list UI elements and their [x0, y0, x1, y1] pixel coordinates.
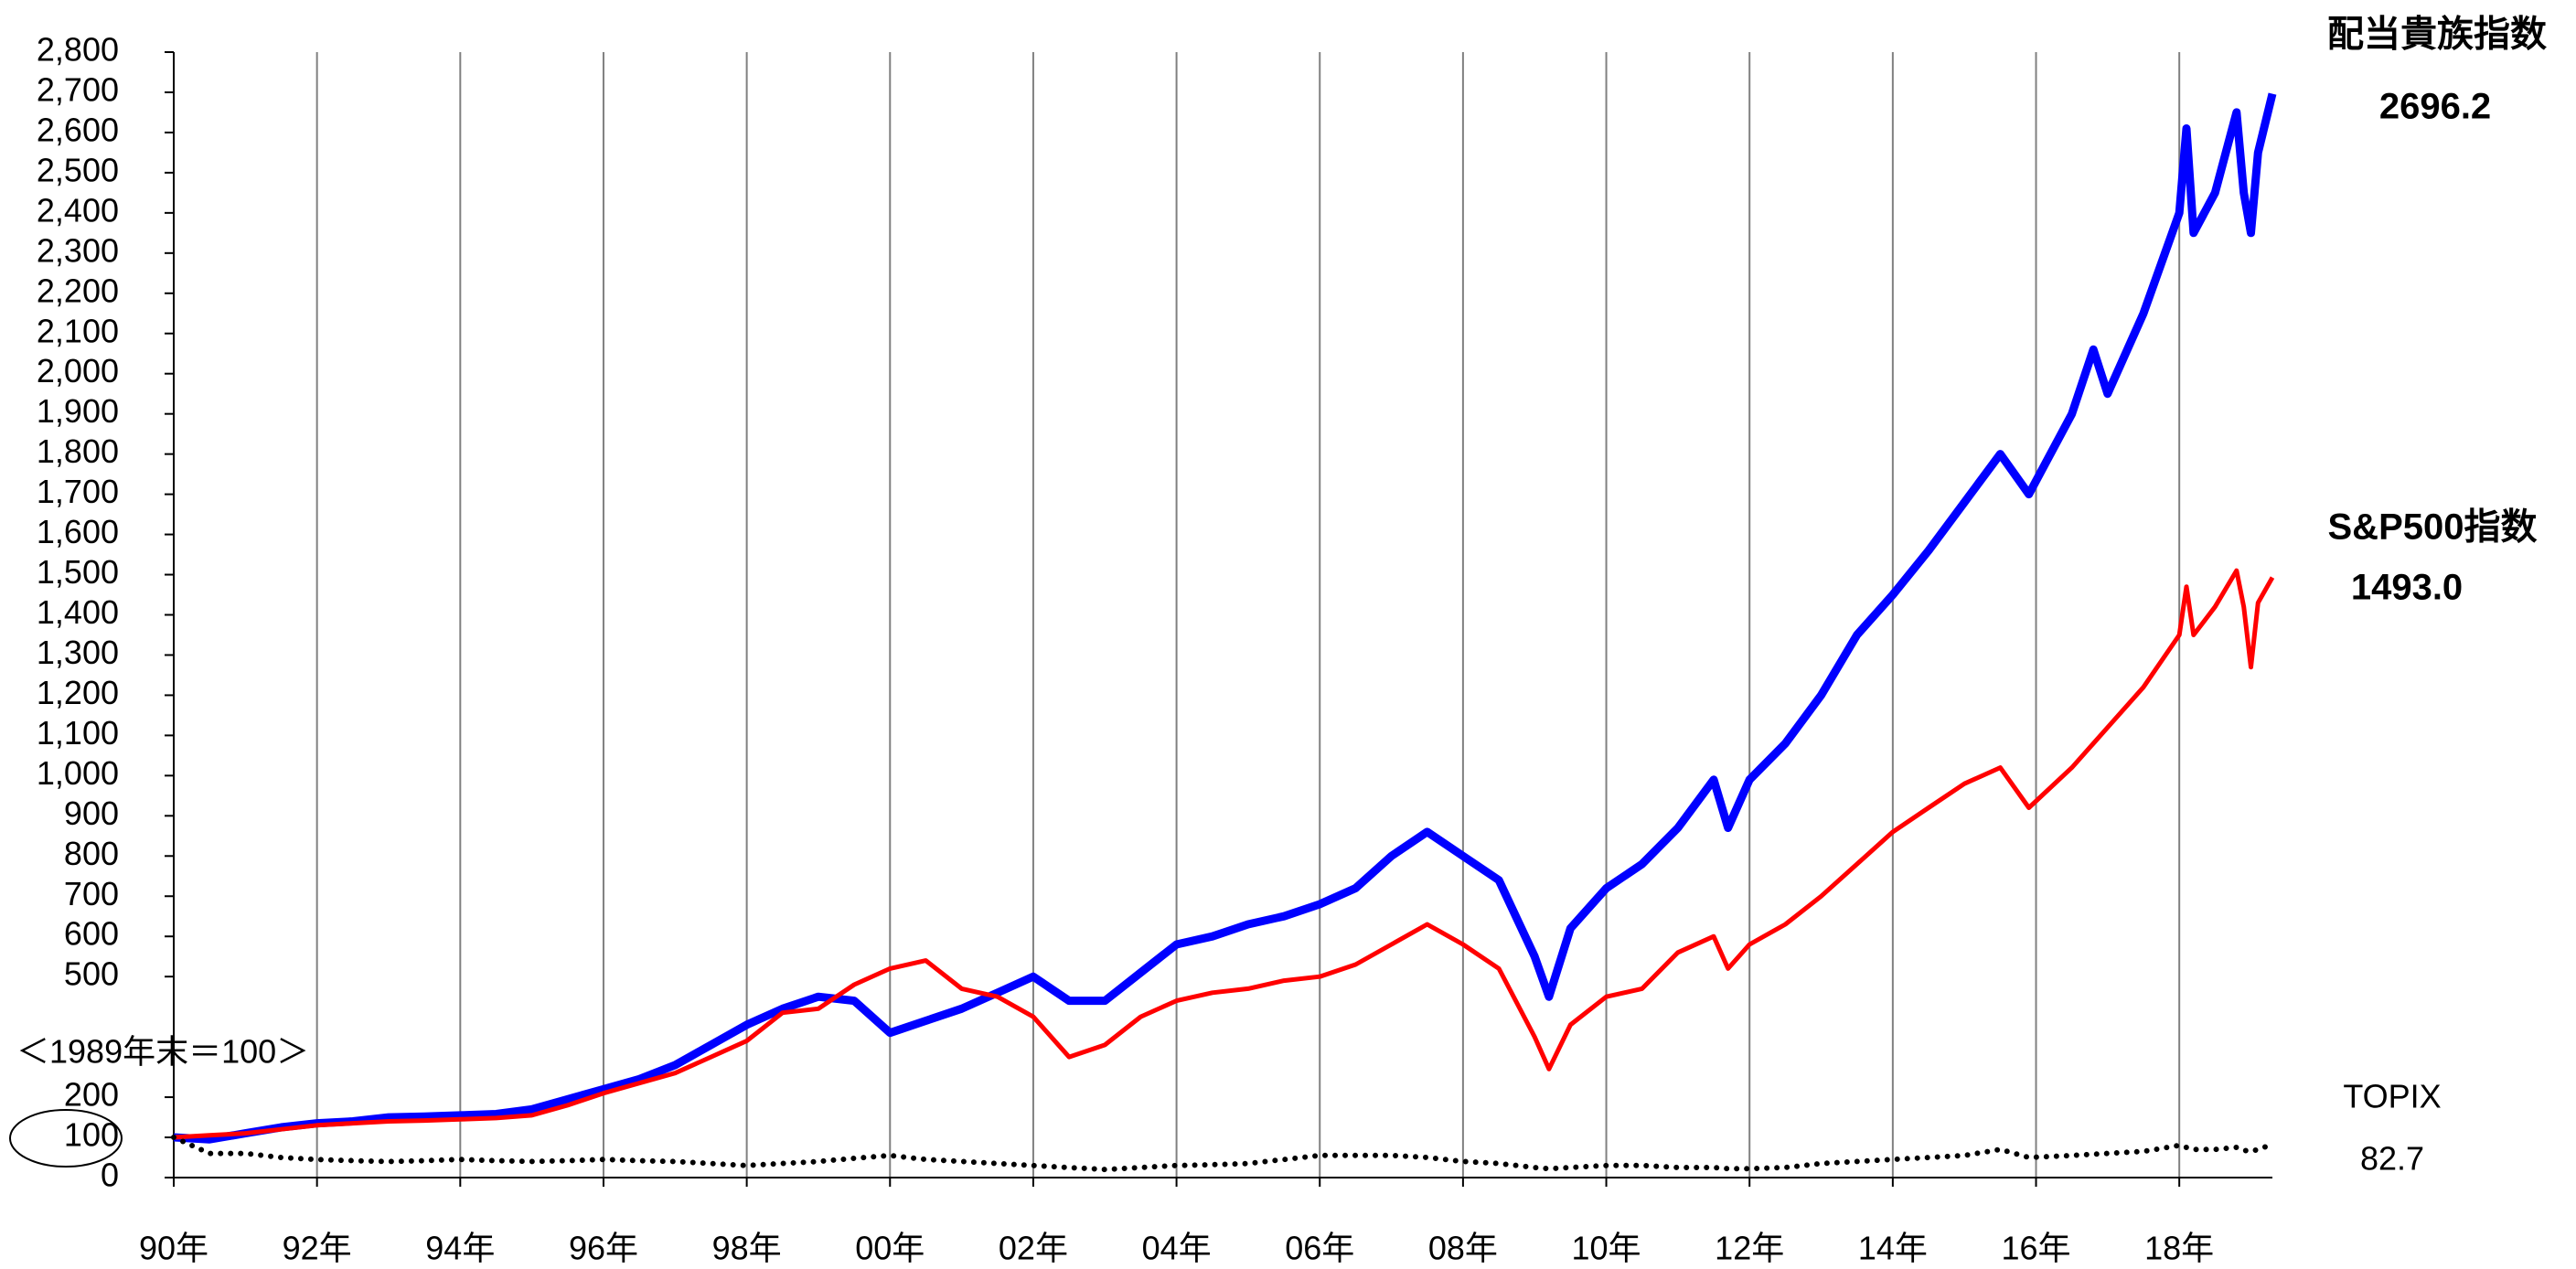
y-tick-label: 1,700 — [37, 473, 119, 510]
y-tick-label: 2,100 — [37, 312, 119, 349]
series-line — [173, 92, 2277, 1144]
y-tick-label: 500 — [64, 955, 119, 993]
y-tick-label: 100 — [64, 1116, 119, 1154]
y-tick-label: 2,200 — [37, 272, 119, 309]
x-tick-label: 02年 — [999, 1230, 1068, 1267]
x-tick-label: 12年 — [1715, 1230, 1784, 1267]
y-tick-label: 1,400 — [37, 593, 119, 631]
y-tick-label: 0 — [101, 1157, 119, 1194]
y-tick-label: 2,700 — [37, 70, 119, 108]
y-tick-label: 2,400 — [37, 191, 119, 229]
x-tick-label: 06年 — [1285, 1230, 1354, 1267]
series-label: 配当貴族指数 — [2327, 15, 2547, 55]
x-tick-label: 00年 — [855, 1230, 925, 1267]
y-tick-label: 600 — [64, 915, 119, 953]
series-label: S&P500指数 — [2328, 507, 2538, 548]
y-tick-label: 1,500 — [37, 553, 119, 591]
y-tick-label: 800 — [64, 835, 119, 872]
y-tick-label: 1,900 — [37, 392, 119, 430]
y-tick-label: 2,500 — [37, 151, 119, 188]
end-value-label: 1493.0 — [2351, 568, 2463, 608]
y-tick-label: 2,600 — [37, 111, 119, 148]
x-tick-label: 94年 — [425, 1230, 495, 1267]
y-tick-label: 2,000 — [37, 352, 119, 389]
y-tick-label: 1,300 — [37, 634, 119, 671]
annotation: ＜1989年末＝100＞ — [16, 1033, 309, 1071]
x-tick-label: 98年 — [712, 1230, 782, 1267]
series-label: TOPIX — [2343, 1078, 2441, 1115]
end-value-label: 2696.2 — [2379, 87, 2491, 127]
x-tick-label: 18年 — [2144, 1230, 2214, 1267]
series-line — [173, 568, 2275, 1140]
y-tick-label: 1,600 — [37, 513, 119, 550]
y-tick-label: 2,800 — [37, 31, 119, 69]
highlight-ellipse — [9, 1109, 123, 1168]
x-tick-label: 96年 — [569, 1230, 638, 1267]
y-tick-label: 1,100 — [37, 714, 119, 752]
y-tick-label: 900 — [64, 794, 119, 832]
x-tick-label: 14年 — [1858, 1230, 1928, 1267]
y-tick-label: 2,300 — [37, 231, 119, 269]
x-tick-label: 04年 — [1142, 1230, 1212, 1267]
x-tick-label: 08年 — [1428, 1230, 1498, 1267]
x-tick-label: 92年 — [283, 1230, 352, 1267]
y-tick-label: 700 — [64, 875, 119, 912]
y-tick-label: 1,200 — [37, 674, 119, 711]
y-tick-label: 1,800 — [37, 432, 119, 470]
y-tick-label: 200 — [64, 1076, 119, 1114]
x-tick-label: 10年 — [1572, 1230, 1641, 1267]
series-line — [171, 1135, 2275, 1173]
x-tick-label: 16年 — [2001, 1230, 2070, 1267]
x-tick-label: 90年 — [139, 1230, 208, 1267]
end-value-label: 82.7 — [2360, 1140, 2424, 1178]
y-tick-label: 1,000 — [37, 754, 119, 792]
